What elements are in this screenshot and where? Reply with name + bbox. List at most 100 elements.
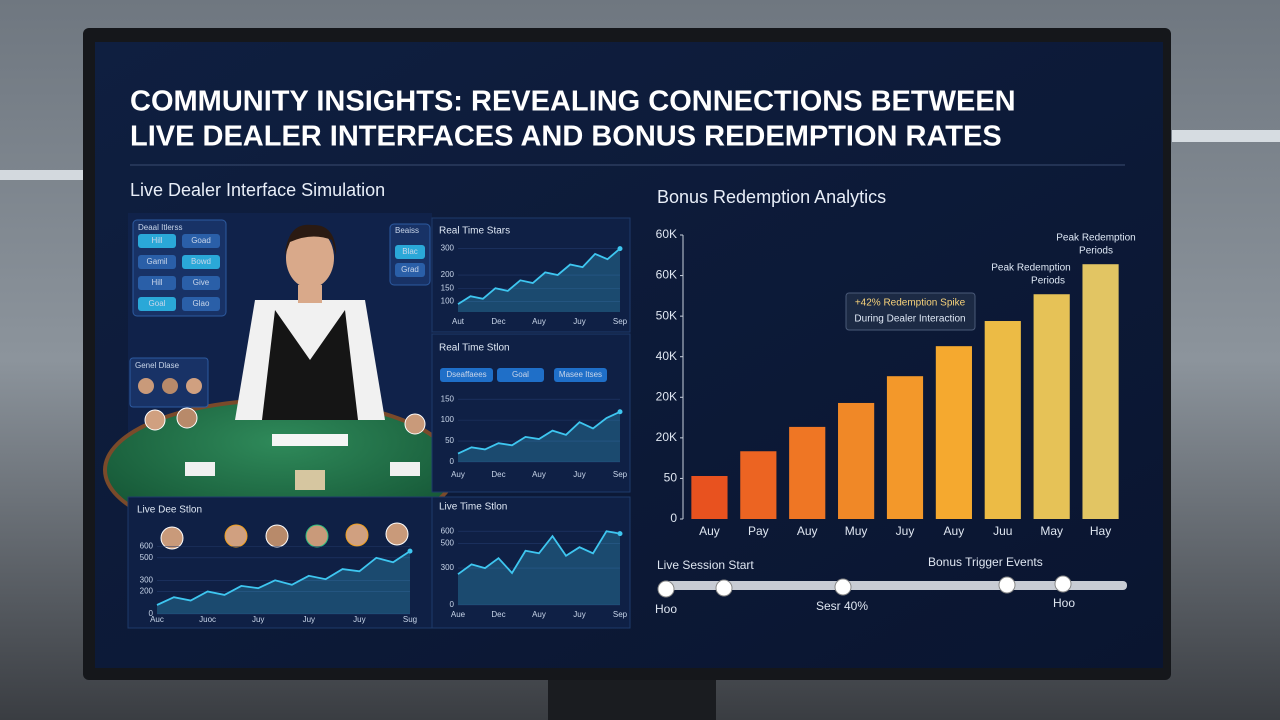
x-tick-label: Juy — [252, 615, 264, 624]
line-end-dot — [617, 531, 623, 537]
timeline-handle[interactable] — [998, 576, 1016, 594]
x-tick-label: Auc — [150, 615, 164, 624]
dealer-neck — [298, 285, 322, 303]
x-tick-label: Sep — [613, 470, 628, 479]
x-tick-label: Sug — [403, 615, 417, 624]
side-button-label: Grad — [401, 265, 419, 274]
annotation: During Dealer Interaction — [854, 314, 965, 325]
title-line: LIVE DEALER INTERFACES AND BONUS REDEMPT… — [130, 121, 1002, 153]
menu-button[interactable] — [138, 234, 176, 248]
bar — [984, 321, 1021, 519]
y-tick-label: 300 — [441, 563, 455, 572]
x-tick-label: Aue — [451, 610, 466, 619]
y-tick-label: 150 — [441, 283, 455, 292]
filter-button-label: Goal — [512, 370, 529, 379]
menu-button[interactable] — [182, 255, 220, 269]
avatar — [186, 378, 202, 394]
y-tick-label: 0 — [450, 600, 455, 609]
avatar — [162, 378, 178, 394]
x-tick-label: Juy — [573, 470, 585, 479]
y-tick-label: 60K — [656, 227, 677, 241]
line-end-dot — [617, 409, 623, 415]
x-tick-label: Juy — [353, 615, 365, 624]
y-tick-label: 50 — [664, 471, 678, 485]
x-tick-label: Auy — [699, 524, 720, 538]
x-tick-label: Auy — [944, 524, 965, 538]
timeline-label: Hoo — [1053, 596, 1075, 610]
menu-button[interactable] — [182, 276, 220, 290]
avatar — [160, 526, 184, 550]
annotation-box — [845, 292, 976, 331]
dealer-vest — [262, 310, 358, 420]
y-tick-label: 600 — [441, 526, 455, 535]
x-tick-label: Auy — [532, 610, 546, 619]
card-shoe — [295, 470, 325, 490]
y-tick-label: 500 — [140, 553, 154, 562]
x-tick-label: Sep — [613, 610, 628, 619]
y-tick-label: 500 — [441, 539, 455, 548]
bar — [691, 475, 728, 519]
line — [156, 550, 411, 606]
dealer-hair — [285, 224, 336, 255]
y-tick-label: 200 — [140, 587, 154, 596]
menu-button-label: Bowd — [191, 257, 211, 266]
line — [457, 410, 621, 455]
bar — [886, 376, 924, 519]
y-tick-label: 40K — [656, 349, 677, 363]
y-tick-label: 100 — [441, 297, 455, 306]
side-button[interactable] — [395, 263, 425, 277]
side-button[interactable] — [395, 245, 425, 259]
menu-button[interactable] — [138, 276, 176, 290]
x-tick-label: Pay — [748, 524, 769, 538]
x-tick-label: Auy — [451, 470, 465, 479]
timeline-label: Sesr 40% — [816, 599, 868, 613]
y-tick-label: 0 — [149, 609, 154, 618]
filter-button-label: Dseaffaees — [446, 370, 486, 379]
filter-button[interactable] — [554, 368, 607, 382]
filter-button[interactable] — [440, 368, 493, 382]
menu-title: Deaal Itlerss — [138, 223, 182, 232]
y-tick-label: 100 — [441, 415, 455, 424]
x-tick-label: Juy — [896, 524, 915, 538]
filter-button[interactable] — [497, 368, 544, 382]
line-end-dot — [407, 548, 413, 554]
menu-button[interactable] — [138, 255, 176, 269]
avatar — [138, 378, 154, 394]
menu-button[interactable] — [182, 234, 220, 248]
x-tick-label: Juy — [303, 615, 315, 624]
dealer-face — [286, 228, 334, 288]
timeline-handle[interactable] — [1054, 575, 1072, 593]
y-tick-label: 300 — [140, 575, 154, 584]
cards — [185, 462, 215, 476]
annotation: Peak Redemption — [991, 263, 1071, 274]
timeline-handle[interactable] — [657, 580, 675, 598]
ceiling-light — [1172, 130, 1280, 142]
menu-button[interactable] — [182, 297, 220, 311]
timeline-handle[interactable] — [715, 579, 733, 597]
line-area — [458, 531, 620, 605]
y-tick-label: 600 — [140, 542, 154, 551]
chart-title: Real Time Stlon — [439, 343, 510, 354]
bar — [935, 346, 972, 519]
menu-button-label: Glao — [193, 299, 210, 308]
dealer-menu: Deaal Itlerss Hill Goad Gamil Bowd Hill Give G… — [132, 219, 227, 317]
x-tick-label: Muy — [845, 524, 868, 538]
x-tick-label: Dec — [491, 317, 505, 326]
x-tick-label: Juy — [573, 610, 585, 619]
annotation: Periods — [1031, 276, 1065, 287]
line — [457, 247, 621, 305]
menu-button[interactable] — [138, 297, 176, 311]
y-tick-label: 150 — [441, 394, 455, 403]
cards — [390, 462, 420, 476]
x-tick-label: Juu — [993, 524, 1012, 538]
x-tick-label: Juy — [573, 317, 585, 326]
y-tick-label: 300 — [441, 244, 455, 253]
x-tick-label: Dec — [491, 470, 505, 479]
chart-title: Real Time Stars — [439, 226, 510, 237]
menu-button-label: Goal — [149, 299, 166, 308]
filter-button-label: Masee Itses — [559, 370, 602, 379]
menu-button-label: Hill — [151, 236, 162, 245]
x-tick-label: May — [1040, 524, 1063, 538]
timeline-handle[interactable] — [834, 578, 852, 596]
